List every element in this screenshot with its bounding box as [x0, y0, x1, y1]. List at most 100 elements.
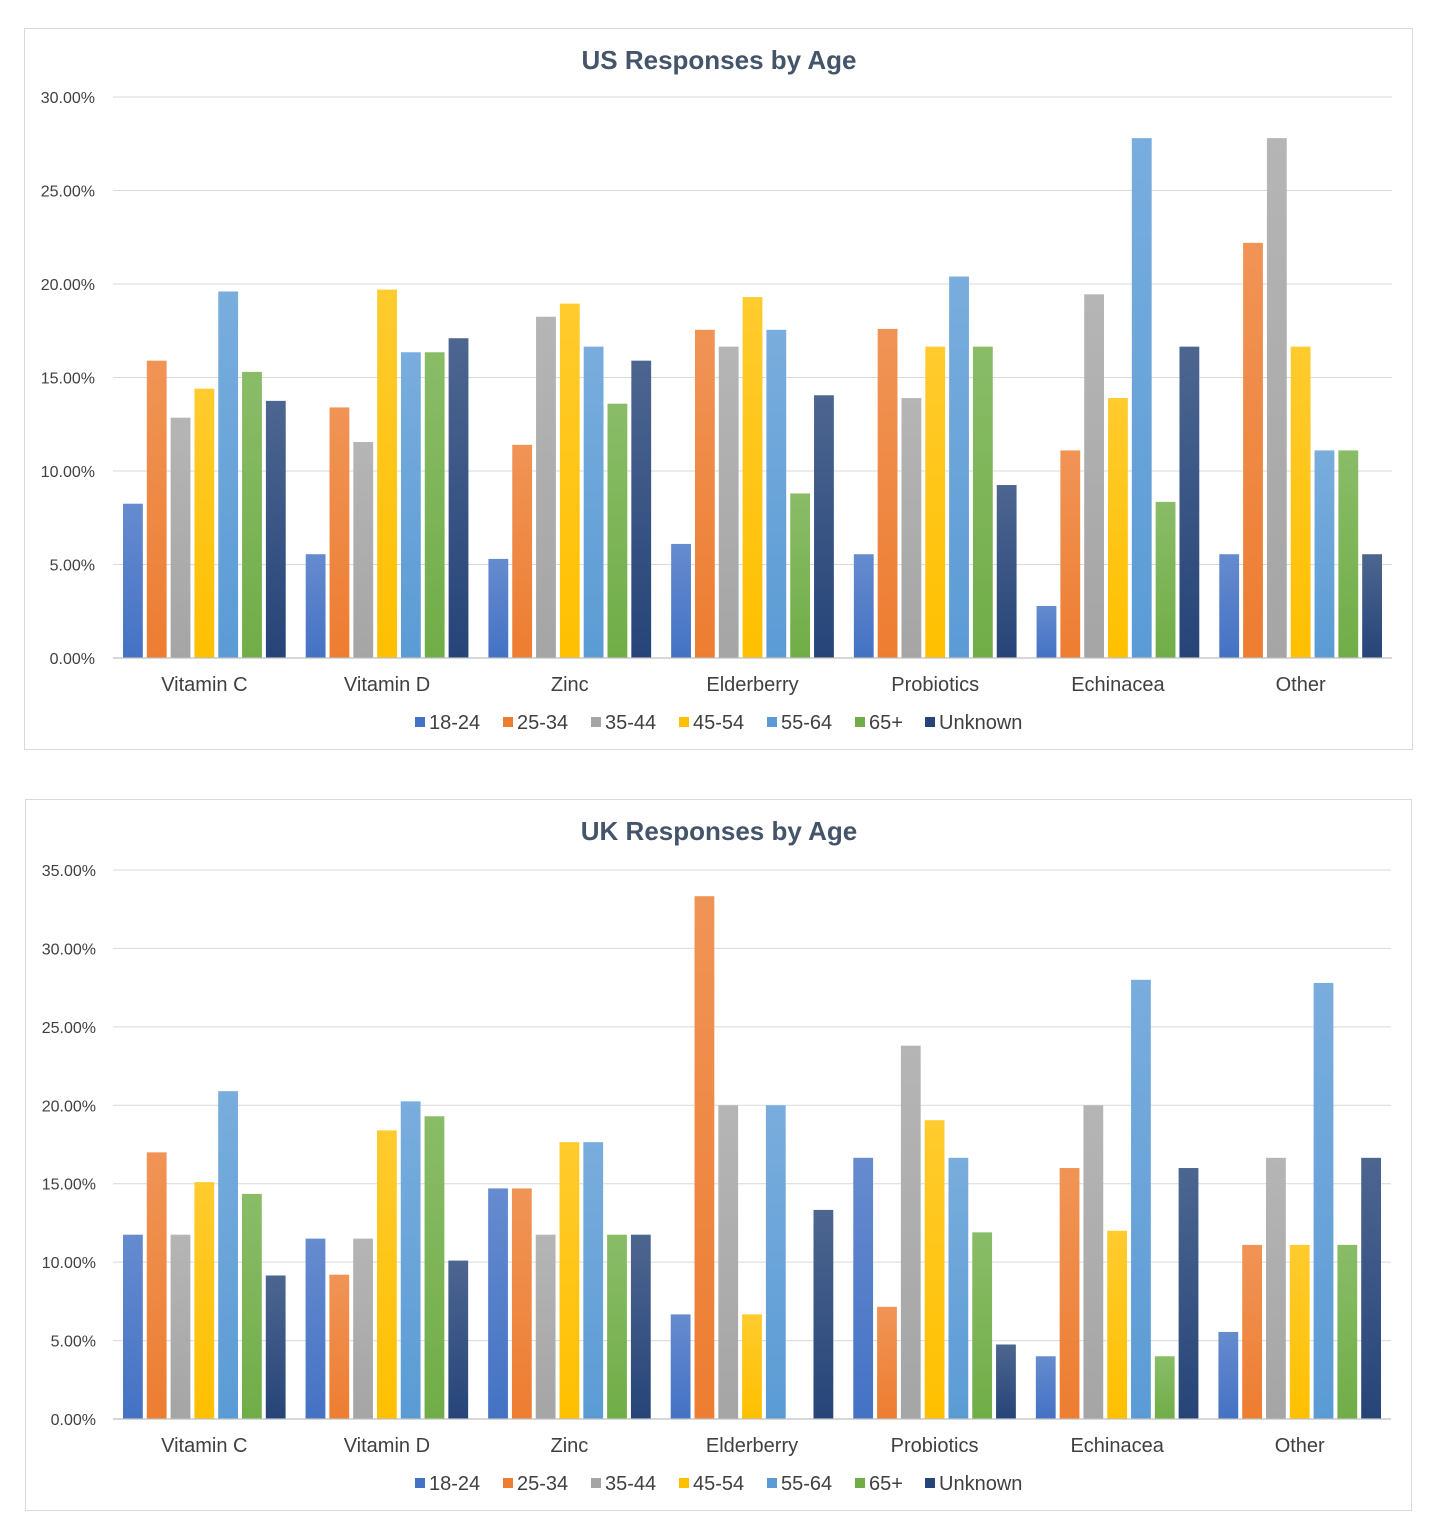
bar-45-54-zinc — [559, 303, 580, 658]
bar-55-64-vitamin-c — [218, 1091, 238, 1419]
bar-65--vitamin-d — [424, 352, 445, 658]
bar-55-64-other — [1313, 982, 1334, 1419]
bar-65--elderberry — [790, 493, 811, 658]
category-label: Echinacea — [1070, 1435, 1164, 1457]
legend-label: 35-44 — [605, 712, 656, 734]
bar-35-44-vitamin-d — [353, 1238, 373, 1419]
legend-swatch — [415, 1478, 425, 1488]
bar-55-64-elderberry — [766, 329, 787, 658]
bar-45-54-elderberry — [742, 1314, 762, 1419]
bar-unknown-elderberry — [813, 1209, 834, 1419]
bar-18-24-other — [1218, 1331, 1239, 1419]
category-label: Zinc — [551, 1435, 589, 1457]
bar-45-54-vitamin-d — [376, 1130, 397, 1419]
bar-65--vitamin-c — [242, 371, 262, 658]
legend: 18-24 25-34 35-44 45-54 55-64 65+ Unknown — [415, 712, 1022, 734]
bar-55-64-echinacea — [1131, 979, 1151, 1419]
bar-unknown-other — [1361, 1157, 1381, 1419]
category-label: Elderberry — [706, 1435, 798, 1457]
y-tick-label: 25.00% — [42, 1020, 96, 1037]
y-tick-label: 15.00% — [41, 371, 95, 388]
legend-swatch — [855, 1478, 865, 1488]
y-tick-label: 25.00% — [41, 184, 95, 201]
bar-45-54-zinc — [559, 1142, 580, 1419]
legend-label: 18-24 — [429, 1473, 480, 1495]
bar-55-64-vitamin-d — [400, 352, 421, 658]
bar-65--echinacea — [1155, 501, 1176, 658]
category-label: Zinc — [551, 674, 589, 696]
legend-label: 55-64 — [781, 1473, 832, 1495]
bar-35-44-elderberry — [718, 1105, 739, 1419]
category-label: Probiotics — [891, 1435, 979, 1457]
bar-65--probiotics — [972, 346, 993, 658]
bar-65--other — [1338, 450, 1359, 658]
y-tick-label: 15.00% — [42, 1177, 96, 1194]
y-tick-label: 20.00% — [41, 277, 95, 294]
bar-65--other — [1337, 1244, 1358, 1419]
legend-swatch — [925, 1478, 935, 1488]
bar-18-24-echinacea — [1036, 606, 1057, 658]
legend: 18-24 25-34 35-44 45-54 55-64 65+ Unknown — [415, 1473, 1022, 1495]
bar-65--echinacea — [1154, 1356, 1175, 1419]
bar-35-44-probiotics — [901, 398, 922, 658]
bar-45-54-elderberry — [742, 297, 763, 658]
bars — [123, 138, 1382, 659]
bar-unknown-vitamin-c — [265, 1275, 286, 1419]
bar-unknown-probiotics — [996, 1344, 1016, 1419]
y-tick-label: 5.00% — [51, 1334, 96, 1351]
bar-unknown-zinc — [631, 360, 652, 658]
legend-swatch — [855, 717, 865, 727]
bar-18-24-probiotics — [853, 554, 874, 658]
bar-18-24-elderberry — [670, 1314, 691, 1419]
bar-55-64-echinacea — [1131, 138, 1152, 658]
bar-35-44-echinacea — [1084, 294, 1105, 658]
y-tick-label: 10.00% — [41, 464, 95, 481]
category-label: Elderberry — [706, 674, 798, 696]
bar-35-44-vitamin-c — [170, 1234, 191, 1419]
category-label: Echinacea — [1071, 674, 1165, 696]
category-label: Vitamin C — [161, 1435, 247, 1457]
bar-45-54-echinacea — [1108, 398, 1128, 658]
y-tick-label: 10.00% — [42, 1255, 96, 1272]
bar-35-44-echinacea — [1083, 1105, 1104, 1419]
bar-18-24-vitamin-c — [123, 1234, 143, 1419]
y-tick-label: 30.00% — [41, 90, 95, 107]
bar-unknown-other — [1362, 554, 1382, 658]
bar-25-34-elderberry — [694, 896, 715, 1419]
y-tick-label: 20.00% — [42, 1098, 96, 1115]
bar-65--zinc — [607, 403, 628, 658]
bar-25-34-echinacea — [1060, 450, 1081, 658]
bar-18-24-zinc — [488, 1188, 508, 1419]
bar-55-64-other — [1314, 450, 1335, 658]
bar-65--probiotics — [972, 1232, 993, 1419]
legend-label: 65+ — [869, 712, 903, 734]
bar-unknown-vitamin-d — [448, 338, 469, 658]
bar-25-34-vitamin-c — [146, 1152, 167, 1419]
bar-65--zinc — [607, 1234, 627, 1419]
legend-swatch — [679, 717, 689, 727]
y-tick-label: 35.00% — [42, 863, 96, 880]
bar-25-34-zinc — [511, 1188, 532, 1419]
us-chart-svg: US Responses by Age 0.00% 5.00% 10.00% 15.0… — [41, 45, 1392, 734]
bar-55-64-vitamin-d — [400, 1101, 421, 1419]
bar-18-24-probiotics — [853, 1157, 874, 1419]
bar-25-34-vitamin-c — [146, 360, 167, 658]
bar-55-64-probiotics — [948, 1157, 969, 1419]
legend-label: 25-34 — [517, 1473, 568, 1495]
bar-35-44-vitamin-d — [353, 442, 374, 658]
bar-55-64-zinc — [583, 346, 604, 658]
bar-35-44-zinc — [535, 1234, 556, 1419]
bar-25-34-elderberry — [694, 329, 715, 658]
bar-45-54-other — [1290, 346, 1311, 658]
legend-label: 65+ — [869, 1473, 903, 1495]
bar-25-34-zinc — [512, 444, 533, 658]
legend-label: 18-24 — [429, 712, 480, 734]
bar-unknown-vitamin-c — [265, 400, 286, 658]
bar-35-44-other — [1266, 1157, 1286, 1419]
legend-label: 55-64 — [781, 712, 832, 734]
category-label: Vitamin D — [344, 674, 430, 696]
legend-label: 35-44 — [605, 1473, 656, 1495]
y-tick-label: 30.00% — [42, 941, 96, 958]
bar-18-24-vitamin-d — [305, 1238, 326, 1419]
bar-35-44-elderberry — [718, 346, 739, 658]
